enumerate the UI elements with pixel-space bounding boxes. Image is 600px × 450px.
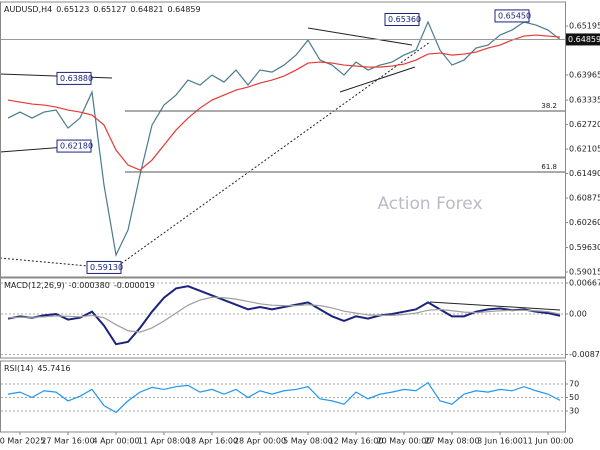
header-part: 45.7416: [37, 364, 70, 373]
trendline: [0, 73, 113, 79]
level-label: 0.62180: [60, 142, 93, 151]
x-tick-label: 27 Mar 16:00: [41, 437, 94, 446]
series-line: [7, 296, 561, 333]
x-tick-label: 27 May 08:00: [425, 437, 480, 446]
x-tick-label: 11 Apr 08:00: [138, 437, 190, 446]
x-tick-label: 12 May 16:00: [329, 437, 384, 446]
trendline: [307, 27, 413, 46]
header-part: -0.000019: [114, 281, 155, 290]
y-tick-label: 0.63965: [569, 71, 600, 80]
header-part: RSI(14): [4, 364, 33, 373]
x-tick-label: 18 Apr 16:00: [186, 437, 238, 446]
series-line: [7, 20, 561, 257]
series-line: [7, 285, 561, 346]
panel-header: RSI(14) 45.7416: [4, 364, 71, 373]
last-price-box: [566, 33, 600, 46]
x-tick-label: 11 Jun 00:00: [523, 437, 574, 446]
y-tick-label: 0.60260: [569, 218, 600, 227]
y-tick-label: -0.008724: [569, 350, 600, 359]
header-part: 0.64859: [168, 5, 201, 14]
fib-label: 38.2: [541, 102, 557, 110]
series-line: [7, 34, 561, 171]
y-tick-label: 0.59015: [569, 268, 600, 277]
last-price-label: 0.64859: [568, 35, 600, 44]
y-tick-label: 50: [569, 393, 579, 402]
panel-frame: [0, 360, 566, 433]
y-tick-label: 0.62720: [569, 120, 600, 129]
level-box: [494, 9, 530, 23]
trendline: [429, 301, 561, 311]
y-tick-label: 0.61490: [569, 169, 600, 178]
level-box: [86, 260, 122, 274]
panel-header: AUDUSD,H4 0.65123 0.65127 0.64821 0.64859: [4, 5, 201, 14]
y-tick-label: 0.62105: [569, 145, 600, 154]
x-tick-label: 3 Jun 16:00: [477, 437, 523, 446]
fib-label: 61.8: [541, 163, 557, 171]
x-tick-label: 20 Mar 2025: [0, 437, 45, 446]
y-tick-label: 0.00: [569, 310, 587, 319]
y-tick-label: 70: [569, 380, 579, 389]
y-tick-label: 0.59630: [569, 243, 600, 252]
y-tick-label: 0.63335: [569, 96, 600, 105]
x-tick-label: 5 May 08:00: [283, 437, 333, 446]
header-part: 0.65123: [56, 5, 89, 14]
trendline: [114, 41, 431, 269]
x-tick-label: 4 Apr 00:00: [92, 437, 139, 446]
level-box: [56, 139, 92, 153]
header-part: -0.000380: [69, 281, 110, 290]
level-label: 0.65450: [498, 11, 531, 20]
panel-header: MACD(12,26,9) -0.000380 -0.000019: [4, 281, 155, 290]
watermark: Action Forex: [377, 194, 482, 214]
panel-frame: [0, 277, 566, 359]
x-tick-label: 28 Apr 00:00: [234, 437, 286, 446]
level-label: 0.65360: [388, 15, 421, 24]
level-box: [384, 13, 420, 27]
level-label: 0.63880: [60, 74, 93, 83]
y-tick-label: 0.65195: [569, 22, 600, 31]
y-tick-label: 0.60875: [569, 194, 600, 203]
y-tick-label: 30: [569, 407, 579, 416]
header-part: 0.64821: [130, 5, 163, 14]
level-box: [56, 71, 92, 85]
header-part: MACD(12,26,9): [4, 281, 65, 290]
header-part: AUDUSD,H4: [4, 5, 52, 14]
trendline: [339, 66, 416, 93]
x-tick-label: 20 May 00:00: [377, 437, 432, 446]
series-line: [7, 381, 561, 414]
header-part: 0.65127: [93, 5, 126, 14]
level-label: 0.59130: [90, 263, 123, 272]
y-tick-label: 0.006675: [569, 278, 600, 287]
panel-frame: [0, 1, 566, 278]
